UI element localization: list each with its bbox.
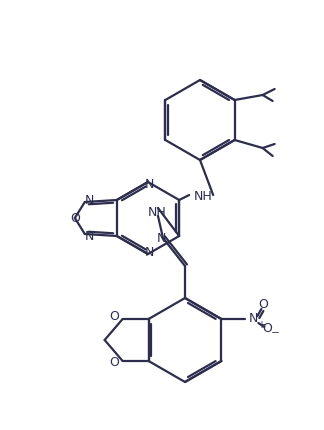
Text: O: O: [262, 322, 272, 335]
Text: N: N: [144, 178, 154, 190]
Text: NH: NH: [148, 206, 167, 218]
Text: N: N: [249, 313, 258, 326]
Text: O: O: [110, 310, 120, 323]
Text: O: O: [70, 212, 80, 224]
Text: O: O: [259, 298, 268, 311]
Text: N: N: [85, 230, 95, 243]
Text: −: −: [271, 328, 280, 338]
Text: N: N: [85, 194, 95, 206]
Text: NH: NH: [194, 190, 213, 203]
Text: N: N: [144, 246, 154, 259]
Text: N: N: [156, 233, 166, 246]
Text: +: +: [257, 320, 265, 330]
Text: O: O: [110, 356, 120, 369]
